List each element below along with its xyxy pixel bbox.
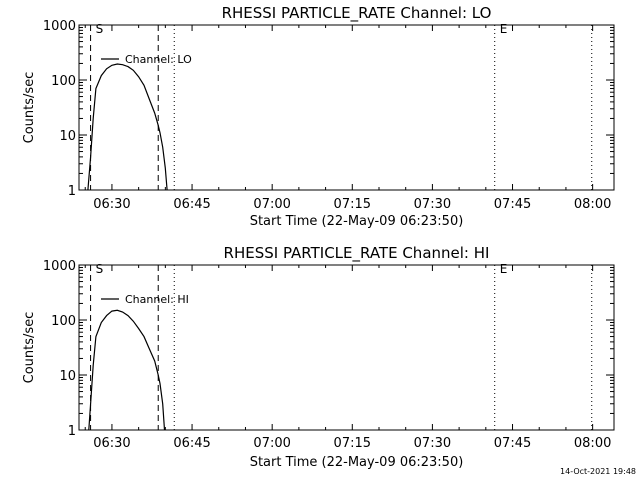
- panel-1-y-tick-label: 10: [59, 129, 76, 144]
- panel-2-y-axis-label: Counts/sec: [22, 312, 37, 384]
- panel-1-y-tick-label: 100: [51, 74, 76, 89]
- panel-1-title: RHESSI PARTICLE_RATE Channel: LO: [222, 4, 492, 23]
- panel-2-frame: [78, 264, 615, 431]
- panel-2-x-tick-label: 06:30: [93, 436, 130, 451]
- panel-1-x-tick-label: 07:45: [494, 197, 531, 212]
- panel-2-title: RHESSI PARTICLE_RATE Channel: HI: [224, 244, 490, 263]
- panel-2-x-tick-label: 06:45: [173, 436, 210, 451]
- panel-1-marker-s: S: [96, 22, 104, 36]
- panel-1-x-tick-label: 06:30: [93, 197, 130, 212]
- panel-2-series-line: [88, 309, 166, 431]
- panel-2-x-tick-label: 07:45: [494, 436, 531, 451]
- panel-1-x-tick-label: 07:30: [414, 197, 451, 212]
- panel-2-x-tick-label: 07:15: [334, 436, 371, 451]
- panel-2-legend-label: Channel: HI: [125, 293, 189, 306]
- panel-2-marker-s: S: [96, 262, 104, 276]
- panel-1-x-tick-label: 07:15: [334, 197, 371, 212]
- panel-1-x-tick-label: 07:00: [253, 197, 290, 212]
- panel-2-x-tick-label: 07:00: [253, 436, 290, 451]
- panel-1-frame: [78, 24, 615, 191]
- panel-2-y-tick-label: 1000: [43, 259, 76, 274]
- footer-timestamp: 14-Oct-2021 19:48: [560, 467, 636, 476]
- panel-1-marker-e: E: [500, 22, 508, 36]
- panel-2-y-tick-label: 100: [51, 314, 76, 329]
- panel-2-y-tick-label: 10: [59, 369, 76, 384]
- panel-1-x-axis-label: Start Time (22-May-09 06:23:50): [250, 214, 464, 229]
- panel-1-series-line: [87, 63, 168, 191]
- panel-2-x-tick-label: 07:30: [414, 436, 451, 451]
- panel-1-y-axis-label: Counts/sec: [22, 72, 37, 144]
- panel-1-y-tick-label: 1000: [43, 19, 76, 34]
- panel-1-legend-label: Channel: LO: [125, 53, 192, 66]
- panel-2-x-tick-label: 08:00: [574, 436, 611, 451]
- panel-1-y-tick-label: 1: [68, 184, 76, 199]
- panel-1-x-tick-label: 06:45: [173, 197, 210, 212]
- panel-2-marker-e: E: [500, 262, 508, 276]
- panel-2-x-axis-label: Start Time (22-May-09 06:23:50): [250, 455, 464, 470]
- panel-1-x-tick-label: 08:00: [574, 197, 611, 212]
- panel-2-y-tick-label: 1: [68, 424, 76, 439]
